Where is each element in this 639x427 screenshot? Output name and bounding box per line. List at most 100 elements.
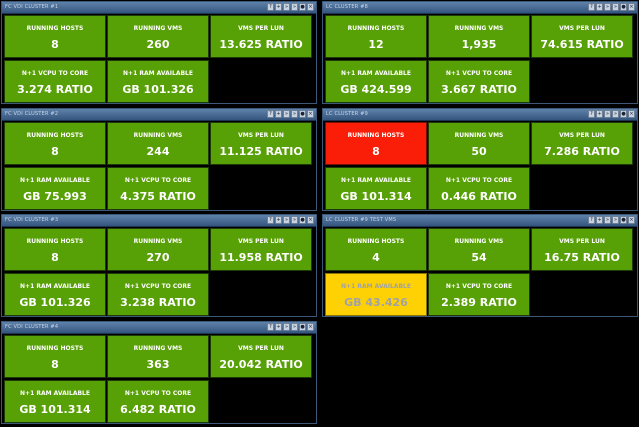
add-icon[interactable]: + [275, 216, 282, 224]
settings-icon[interactable]: ● [299, 323, 306, 331]
metric-tile-running-vms[interactable]: RUNNING VMS 363 [107, 335, 209, 378]
metric-tile-vms-per-lun[interactable]: VMS PER LUN 11.125 RATIO [210, 122, 312, 165]
metric-value: 74.615 RATIO [540, 38, 624, 51]
metric-label: N+1 RAM AVAILABLE [123, 70, 193, 77]
metric-tile-running-vms[interactable]: RUNNING VMS 50 [428, 122, 530, 165]
metric-tile-running-hosts[interactable]: RUNNING HOSTS 8 [4, 122, 106, 165]
panel-titlebar[interactable]: FC VDI CLUSTER #4? +»» ● × [2, 322, 316, 334]
settings-icon[interactable]: ● [299, 110, 306, 118]
metric-tile-running-vms[interactable]: RUNNING VMS 270 [107, 228, 209, 271]
expand-icon[interactable]: » [291, 3, 298, 11]
help-icon[interactable]: ? [267, 323, 274, 331]
help-icon[interactable]: ? [267, 216, 274, 224]
expand-icon[interactable]: » [291, 323, 298, 331]
expand-icon[interactable]: » [291, 110, 298, 118]
settings-icon[interactable]: ● [620, 3, 627, 11]
help-icon[interactable]: ? [588, 3, 595, 11]
panel-controls: ? +»» ● × [267, 110, 314, 118]
close-icon[interactable]: × [307, 110, 314, 118]
metric-tile-vms-per-lun[interactable]: VMS PER LUN 13.625 RATIO [210, 15, 312, 58]
expand-icon[interactable]: » [612, 3, 619, 11]
help-icon[interactable]: ? [588, 216, 595, 224]
metric-tile-nplus1-vcpu-to-core[interactable]: N+1 VCPU TO CORE 3.238 RATIO [107, 273, 209, 316]
metric-tile-nplus1-ram-available[interactable]: N+1 RAM AVAILABLE GB 101.326 [4, 273, 106, 316]
settings-icon[interactable]: ● [620, 110, 627, 118]
collapse-icon[interactable]: » [283, 110, 290, 118]
metric-tile-running-hosts[interactable]: RUNNING HOSTS 12 [325, 15, 427, 58]
collapse-icon[interactable]: » [283, 216, 290, 224]
panel-titlebar[interactable]: FC VDI CLUSTER #1? +»» ● × [2, 2, 316, 14]
metric-tile-running-hosts[interactable]: RUNNING HOSTS 8 [4, 15, 106, 58]
metric-value: GB 424.599 [340, 83, 412, 96]
metric-tile-running-hosts[interactable]: RUNNING HOSTS 8 [4, 335, 106, 378]
metric-label: N+1 VCPU TO CORE [21, 70, 89, 77]
panel-titlebar[interactable]: LC CLUSTER #9 TEST VMS? +»» ● × [323, 215, 637, 227]
metric-tile-running-vms[interactable]: RUNNING VMS 54 [428, 228, 530, 271]
expand-icon[interactable]: » [612, 216, 619, 224]
add-icon[interactable]: + [275, 110, 282, 118]
metric-tile-nplus1-ram-available[interactable]: N+1 RAM AVAILABLE GB 75.993 [4, 167, 106, 210]
close-icon[interactable]: × [307, 323, 314, 331]
metric-tile-running-hosts[interactable]: RUNNING HOSTS 8 [4, 228, 106, 271]
metric-tile-nplus1-vcpu-to-core[interactable]: N+1 VCPU TO CORE 4.375 RATIO [107, 167, 209, 210]
close-icon[interactable]: × [307, 216, 314, 224]
metric-tile-nplus1-ram-available[interactable]: N+1 RAM AVAILABLE GB 424.599 [325, 60, 427, 103]
metric-label: N+1 VCPU TO CORE [445, 177, 513, 184]
panel-titlebar[interactable]: LC CLUSTER #8? +»» ● × [323, 2, 637, 14]
collapse-icon[interactable]: » [604, 3, 611, 11]
add-icon[interactable]: + [596, 110, 603, 118]
cluster-panel: LC CLUSTER #9 TEST VMS? +»» ● × RUNNING HOST… [322, 214, 638, 317]
metric-tile-vms-per-lun[interactable]: VMS PER LUN 7.286 RATIO [531, 122, 633, 165]
panel-titlebar[interactable]: FC VDI CLUSTER #3? +»» ● × [2, 215, 316, 227]
add-icon[interactable]: + [275, 3, 282, 11]
metric-tile-vms-per-lun[interactable]: VMS PER LUN 20.042 RATIO [210, 335, 312, 378]
metric-value: 3.274 RATIO [17, 83, 93, 96]
metric-tile-nplus1-vcpu-to-core[interactable]: N+1 VCPU TO CORE 3.667 RATIO [428, 60, 530, 103]
add-icon[interactable]: + [596, 3, 603, 11]
metric-tile-nplus1-ram-available[interactable]: N+1 RAM AVAILABLE GB 101.314 [325, 167, 427, 210]
metric-label: VMS PER LUN [559, 132, 605, 139]
add-icon[interactable]: + [275, 323, 282, 331]
collapse-icon[interactable]: » [283, 323, 290, 331]
metric-label: RUNNING HOSTS [26, 238, 84, 245]
add-icon[interactable]: + [596, 216, 603, 224]
close-icon[interactable]: × [628, 216, 635, 224]
metric-value: 8 [51, 358, 59, 371]
close-icon[interactable]: × [628, 110, 635, 118]
metric-value: GB 75.993 [23, 190, 87, 203]
metric-tile-vms-per-lun[interactable]: VMS PER LUN 11.958 RATIO [210, 228, 312, 271]
settings-icon[interactable]: ● [299, 216, 306, 224]
settings-icon[interactable]: ● [299, 3, 306, 11]
metric-tile-nplus1-ram-available[interactable]: N+1 RAM AVAILABLE GB 101.326 [107, 60, 209, 103]
metric-tile-vms-per-lun[interactable]: VMS PER LUN 74.615 RATIO [531, 15, 633, 58]
metric-tile-running-vms[interactable]: RUNNING VMS 244 [107, 122, 209, 165]
metric-value: 8 [51, 251, 59, 264]
settings-icon[interactable]: ● [620, 216, 627, 224]
panel-titlebar[interactable]: LC CLUSTER #9? +»» ● × [323, 109, 637, 121]
help-icon[interactable]: ? [267, 110, 274, 118]
collapse-icon[interactable]: » [604, 110, 611, 118]
collapse-icon[interactable]: » [283, 3, 290, 11]
metric-tile-nplus1-vcpu-to-core[interactable]: N+1 VCPU TO CORE 6.482 RATIO [107, 380, 209, 423]
help-icon[interactable]: ? [588, 110, 595, 118]
close-icon[interactable]: × [628, 3, 635, 11]
expand-icon[interactable]: » [291, 216, 298, 224]
metric-tile-nplus1-ram-available[interactable]: N+1 RAM AVAILABLE GB 43.426 [325, 273, 427, 316]
metric-tile-running-vms[interactable]: RUNNING VMS 260 [107, 15, 209, 58]
metric-tile-running-vms[interactable]: RUNNING VMS 1,935 [428, 15, 530, 58]
metric-tile-running-hosts[interactable]: RUNNING HOSTS 8 [325, 122, 427, 165]
help-icon[interactable]: ? [267, 3, 274, 11]
metric-tile-nplus1-ram-available[interactable]: N+1 RAM AVAILABLE GB 101.314 [4, 380, 106, 423]
metric-tile-nplus1-vcpu-to-core[interactable]: N+1 VCPU TO CORE 3.274 RATIO [4, 60, 106, 103]
collapse-icon[interactable]: » [604, 216, 611, 224]
metric-tile-vms-per-lun[interactable]: VMS PER LUN 16.75 RATIO [531, 228, 633, 271]
metric-value: 8 [51, 145, 59, 158]
metric-tile-nplus1-vcpu-to-core[interactable]: N+1 VCPU TO CORE 0.446 RATIO [428, 167, 530, 210]
expand-icon[interactable]: » [612, 110, 619, 118]
close-icon[interactable]: × [307, 3, 314, 11]
metric-label: VMS PER LUN [238, 238, 284, 245]
metric-tile-nplus1-vcpu-to-core[interactable]: N+1 VCPU TO CORE 2.389 RATIO [428, 273, 530, 316]
panel-titlebar[interactable]: FC VDI CLUSTER #2? +»» ● × [2, 109, 316, 121]
metric-tile-running-hosts[interactable]: RUNNING HOSTS 4 [325, 228, 427, 271]
metric-value: 244 [146, 145, 170, 158]
